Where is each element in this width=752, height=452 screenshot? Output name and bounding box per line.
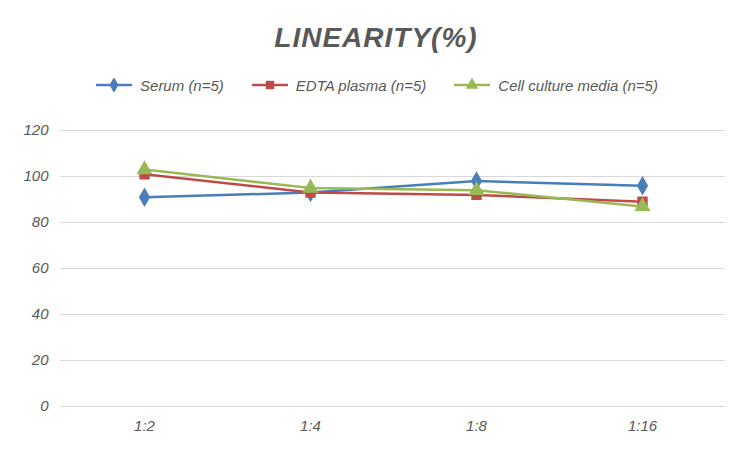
svg-text:60: 60	[32, 259, 49, 276]
html-text:Cell culture media (n=5): Cell culture media (n=5)	[498, 76, 658, 94]
svg-text:100: 100	[23, 167, 49, 184]
svg-text:120: 120	[23, 121, 49, 138]
svg-text:80: 80	[32, 213, 49, 230]
svg-text:20: 20	[31, 351, 49, 368]
svg-text:1:4: 1:4	[300, 417, 321, 434]
html-text:LINEARITY(%): LINEARITY(%)	[274, 22, 478, 53]
svg-text:1:8: 1:8	[466, 417, 488, 434]
svg-text:40: 40	[32, 305, 49, 322]
html-text:Serum (n=5): Serum (n=5)	[140, 76, 224, 94]
svg-text:1:16: 1:16	[628, 417, 658, 434]
svg-text:1:2: 1:2	[134, 417, 156, 434]
svg-text:0: 0	[40, 397, 49, 414]
html-text:EDTA plasma (n=5): EDTA plasma (n=5)	[295, 76, 427, 94]
